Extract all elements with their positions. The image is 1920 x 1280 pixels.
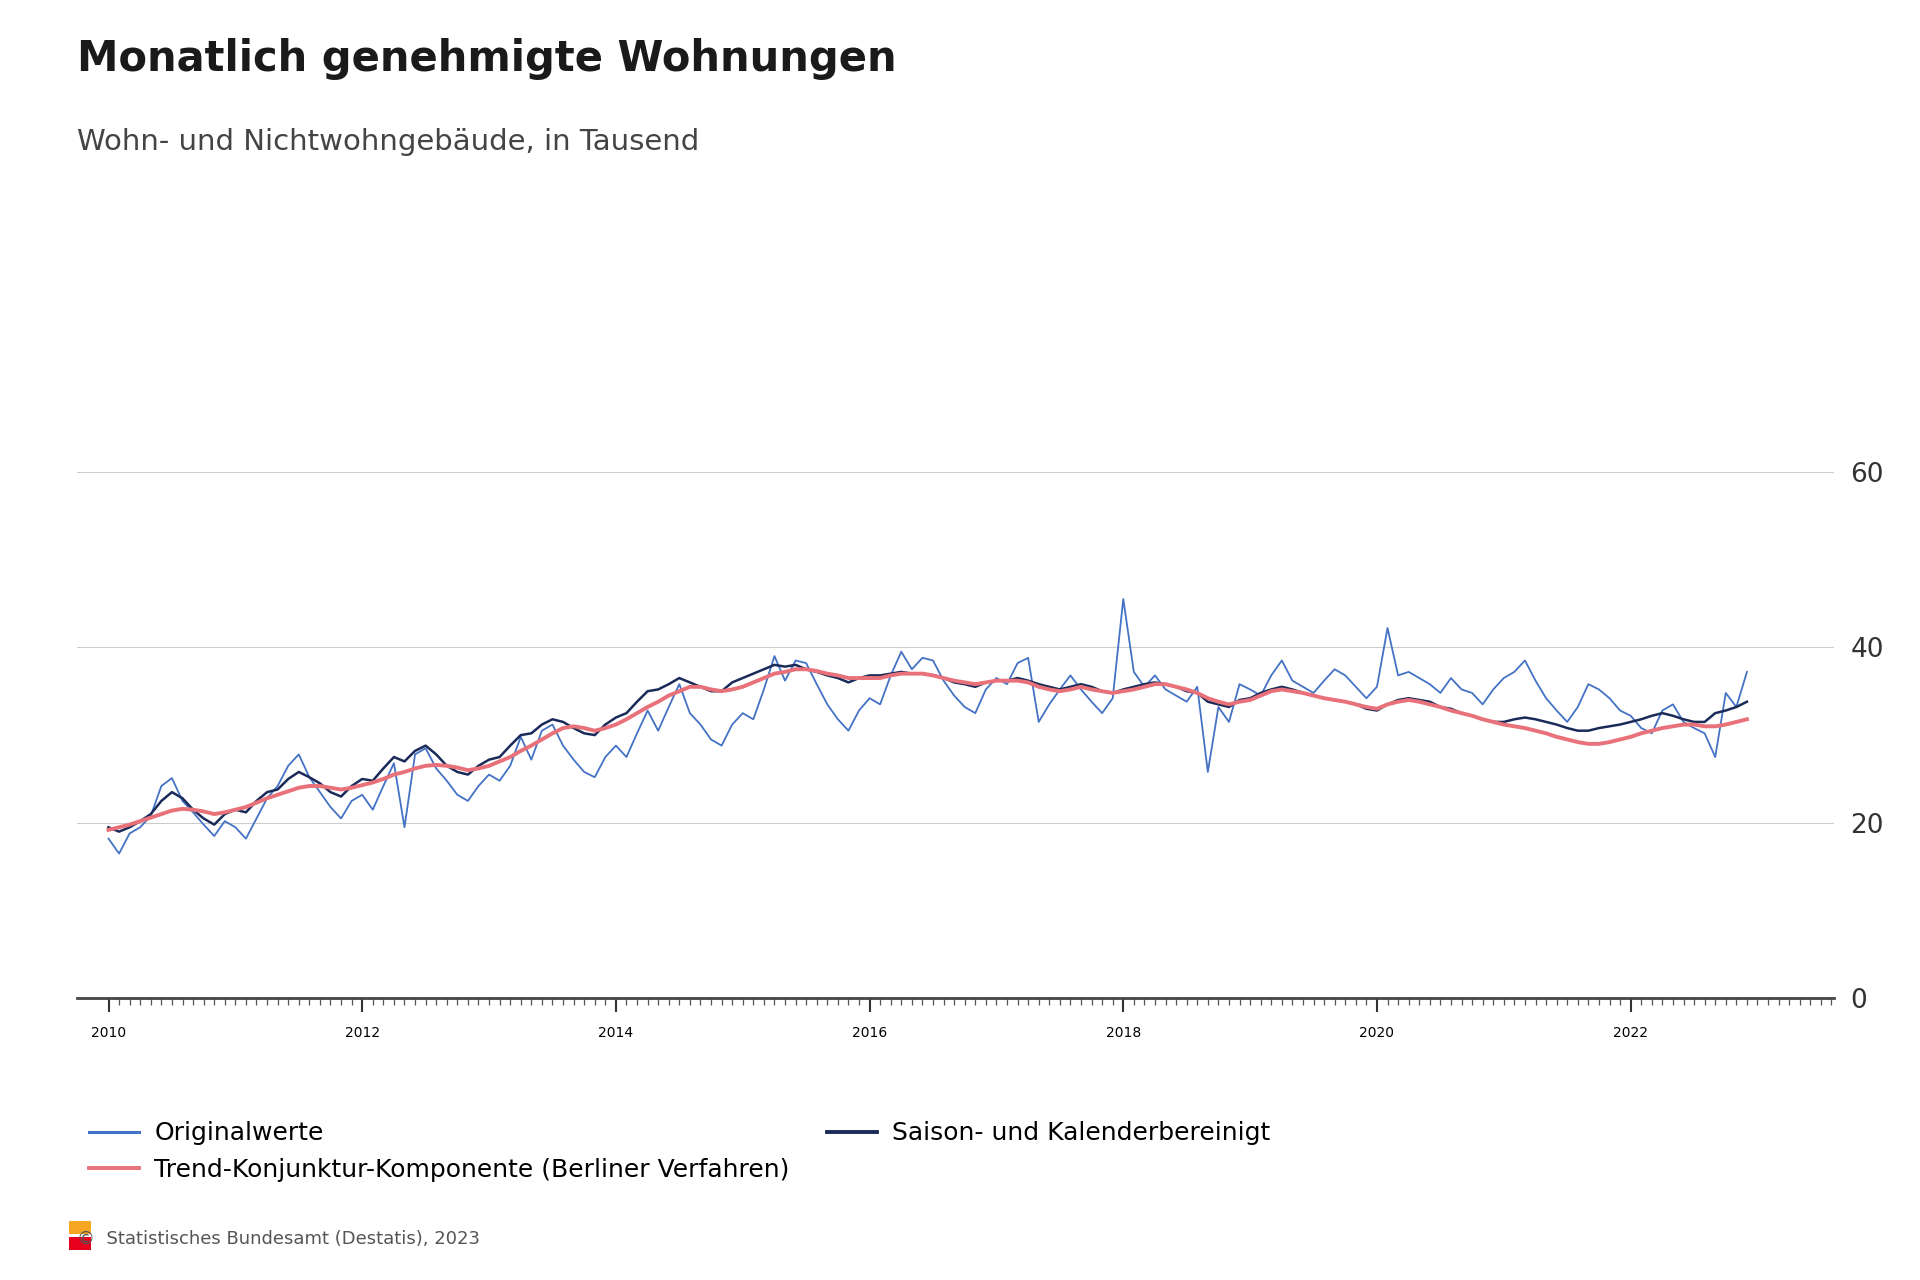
Saison- und Kalenderbereinigt [1440, 701, 1463, 717]
Originalwerte [108, 846, 131, 861]
Bar [69, 1221, 90, 1234]
Legend: Originalwerte, Trend-Konjunktur-Komponente (Berliner Verfahren), Saison- und Kal: Originalwerte, Trend-Konjunktur-Komponen… [90, 1121, 1271, 1181]
Text: ©  Statistisches Bundesamt (Destatis), 2023: © Statistisches Bundesamt (Destatis), 20… [77, 1230, 480, 1248]
Saison- und Kalenderbereinigt [108, 824, 131, 840]
Saison- und Kalenderbereinigt [1736, 694, 1759, 709]
Originalwerte [1736, 664, 1759, 680]
Saison- und Kalenderbereinigt [720, 675, 743, 690]
Originalwerte [520, 751, 543, 767]
Originalwerte [1112, 591, 1135, 607]
Trend-Konjunktur-Komponente (Berliner Verfahren) [710, 684, 733, 699]
Originalwerte [98, 831, 121, 846]
Originalwerte [720, 717, 743, 732]
Bar [69, 1238, 90, 1251]
Line: Saison- und Kalenderbereinigt: Saison- und Kalenderbereinigt [109, 664, 1747, 832]
Trend-Konjunktur-Komponente (Berliner Verfahren) [1081, 682, 1104, 698]
Trend-Konjunktur-Komponente (Berliner Verfahren) [1428, 699, 1452, 714]
Originalwerte [1250, 687, 1273, 703]
Text: Wohn- und Nichtwohngebäude, in Tausend: Wohn- und Nichtwohngebäude, in Tausend [77, 128, 699, 156]
Originalwerte [783, 653, 806, 668]
Saison- und Kalenderbereinigt [762, 657, 785, 672]
Saison- und Kalenderbereinigt [520, 726, 543, 741]
Originalwerte [1440, 671, 1463, 686]
Trend-Konjunktur-Komponente (Berliner Verfahren) [783, 662, 806, 677]
Line: Originalwerte: Originalwerte [109, 599, 1747, 854]
Saison- und Kalenderbereinigt [98, 819, 121, 835]
Saison- und Kalenderbereinigt [1250, 685, 1273, 700]
Trend-Konjunktur-Komponente (Berliner Verfahren) [98, 822, 121, 837]
Trend-Konjunktur-Komponente (Berliner Verfahren) [1736, 712, 1759, 727]
Trend-Konjunktur-Komponente (Berliner Verfahren) [774, 664, 797, 680]
Saison- und Kalenderbereinigt [795, 662, 818, 677]
Line: Trend-Konjunktur-Komponente (Berliner Verfahren): Trend-Konjunktur-Komponente (Berliner Ve… [109, 669, 1747, 829]
Trend-Konjunktur-Komponente (Berliner Verfahren) [509, 744, 532, 759]
Saison- und Kalenderbereinigt [1091, 684, 1114, 699]
Trend-Konjunktur-Komponente (Berliner Verfahren) [1238, 692, 1261, 708]
Text: Monatlich genehmigte Wohnungen: Monatlich genehmigte Wohnungen [77, 38, 897, 81]
Originalwerte [1081, 694, 1104, 709]
